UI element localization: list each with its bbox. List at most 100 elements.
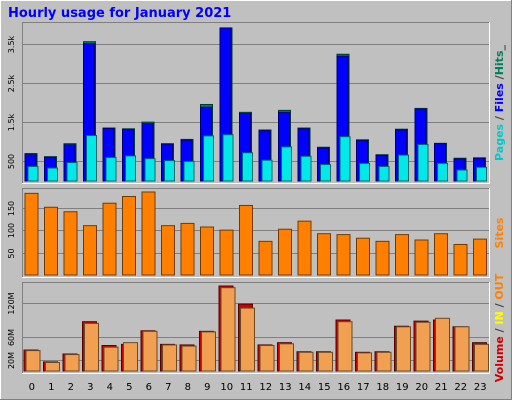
bar-top-pages-hour-18 [378,165,390,182]
panel-top-y-tick-label: 2.5k [7,74,16,92]
bar-top-pages-hour-15 [320,164,331,182]
x-tick-label-hour-17: 17 [357,382,370,393]
bar-middle-sites-hour-7 [161,225,175,276]
x-tick-label-hour-5: 5 [126,382,132,393]
bar-middle-sites-hour-18 [375,240,390,276]
panel-top-y-axis-label-part: Files [493,83,506,113]
bar-middle-sites-hour-5 [122,195,136,276]
panel-middle-y-tick-label: 100 [7,223,16,238]
bar-top-pages-hour-9 [203,135,214,182]
x-tick-label-hour-11: 11 [240,382,253,393]
panel-bottom-background [22,282,490,374]
bar-middle-sites-hour-22 [453,243,468,276]
x-tick-label-hour-14: 14 [298,382,311,393]
panel-top-y-axis-label: Pages / Files /Hits_ [493,45,506,162]
panel-bottom-y-tick-label: 60M [7,329,16,346]
panel-top-y-axis-label-part: _ [493,45,506,51]
bar-middle-sites-hour-21 [434,233,448,276]
x-tick-label-hour-18: 18 [376,382,389,393]
bar-middle-sites-hour-4 [102,202,117,276]
x-tick-label-hour-8: 8 [185,382,191,393]
x-tick-label-hour-7: 7 [165,382,171,393]
bar-middle-sites-hour-10 [219,229,234,276]
panel-top-y-axis-label-part: Pages [493,123,506,161]
x-axis-tick-labels: 0 1 2 3 4 5 6 7 8 9 10 11 12 13 14 15 16 17 18 19 20 21 22 23 [29,382,487,393]
bar-top-pages-hour-20 [417,144,429,182]
bar-bottom-out-hour-8 [181,345,197,372]
bar-bottom-out-hour-13 [279,343,294,372]
panel-middle: 50 100 150 Sites [7,188,506,278]
panel-top-background [22,22,490,184]
bar-top-pages-hour-6 [144,158,156,182]
x-tick-label-hour-21: 21 [435,382,448,393]
bar-bottom-out-hour-20 [415,321,431,372]
bar-top-pages-hour-21 [437,162,448,182]
panel-middle-y-axis-label: Sites [493,217,506,248]
bar-bottom-out-hour-22 [454,326,470,372]
bar-bottom-out-hour-7 [162,344,177,372]
panel-bottom-y-tick-label: 20M [7,352,16,369]
bar-bottom-out-hour-17 [357,352,372,372]
panel-middle-y-axis-label-part: Sites [493,217,506,248]
x-tick-label-hour-20: 20 [415,382,428,393]
bar-bottom-out-hour-10 [220,287,236,372]
x-tick-label-hour-0: 0 [29,382,35,393]
panel-bottom: 20M 60M 120M Volume / IN / OUT [7,273,506,382]
x-tick-label-hour-13: 13 [279,382,292,393]
bar-top-pages-hour-13 [281,146,292,182]
bar-bottom-out-hour-0 [25,350,41,372]
bar-bottom-out-hour-4 [103,346,119,372]
bar-top-pages-hour-0 [27,165,39,182]
panel-bottom-y-axis-label-part: / [493,300,506,312]
panel-top-y-axis-label-part: / [493,74,506,83]
x-tick-label-hour-4: 4 [107,382,113,393]
chart-title: Hourly usage for January 2021 [8,6,231,21]
bar-top-pages-hour-14 [300,155,312,182]
bar-top-pages-hour-1 [47,167,58,182]
bar-bottom-out-hour-18 [376,351,392,372]
panel-middle-y-tick-label: 50 [7,248,16,258]
x-tick-label-hour-23: 23 [474,382,487,393]
panel-top-y-tick-label: 3.5k [7,35,16,53]
bar-bottom-out-hour-23 [474,343,489,372]
x-tick-label-hour-10: 10 [220,382,233,393]
bar-top-pages-hour-10 [222,134,234,182]
panel-top-y-axis-label-part: Hits [493,50,506,75]
bar-middle-sites-hour-19 [395,234,409,276]
bar-middle-sites-hour-14 [297,220,312,276]
panel-bottom-y-axis-label-part: / [493,325,506,337]
bar-top-pages-hour-3 [86,134,97,182]
bar-middle-sites-hour-23 [473,238,487,276]
bar-middle-sites-hour-3 [83,225,97,276]
panel-bottom-y-axis-label-part: OUT [493,273,506,299]
panel-top-y-axis-label-part: / [493,112,506,124]
bar-top-pages-hour-2 [66,162,78,182]
bar-middle-sites-hour-16 [336,234,351,276]
bar-bottom-out-hour-14 [298,351,314,372]
bar-bottom-out-hour-2 [64,354,80,372]
x-tick-label-hour-1: 1 [48,382,54,393]
x-tick-label-hour-22: 22 [454,382,467,393]
x-tick-label-hour-6: 6 [146,382,152,393]
bar-bottom-out-hour-15 [318,351,333,372]
x-tick-label-hour-2: 2 [68,382,74,393]
bar-middle-sites-hour-2 [63,211,78,276]
bar-bottom-out-hour-6 [142,330,158,372]
x-tick-label-hour-9: 9 [204,382,210,393]
bar-middle-sites-hour-9 [200,226,214,276]
panel-bottom-y-tick-label: 120M [7,292,16,314]
panel-bottom-y-axis-label-part: IN [493,311,506,324]
bar-bottom-out-hour-1 [45,362,60,372]
bar-bottom-out-hour-21 [435,317,450,372]
bar-middle-sites-hour-13 [278,228,292,276]
panel-middle-background [22,188,490,278]
bar-bottom-out-hour-5 [123,342,138,372]
bar-top-pages-hour-5 [125,155,136,182]
bar-top-pages-hour-8 [183,160,195,182]
bar-middle-sites-hour-0 [24,192,39,276]
bar-bottom-out-hour-16 [337,321,353,372]
bar-top-pages-hour-7 [164,160,175,182]
bar-top-pages-hour-22 [456,169,468,182]
